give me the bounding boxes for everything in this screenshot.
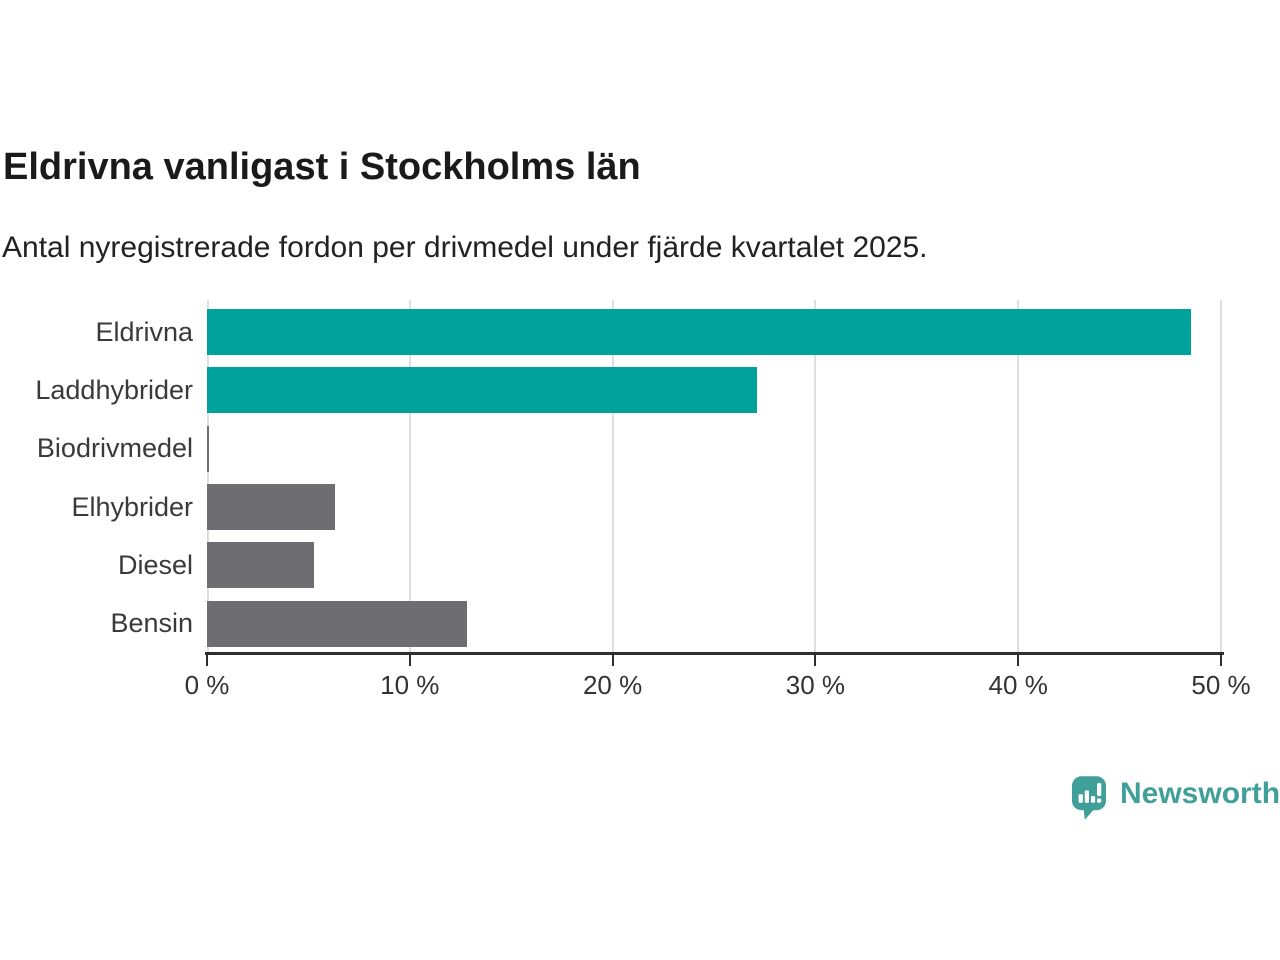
bar-row-laddhybrider: Laddhybrider <box>0 361 1221 419</box>
bar-track <box>207 542 1221 589</box>
gridline-0 <box>207 300 209 652</box>
x-tick-label-40: 40 % <box>988 670 1048 700</box>
x-tick-label-10: 10 % <box>380 670 440 700</box>
x-axis-tick-40 <box>1017 655 1020 666</box>
gridline-30 <box>814 300 817 652</box>
gridline-40 <box>1017 300 1020 652</box>
bar-row-bensin: Bensin <box>0 594 1221 652</box>
category-label-elhybrider: Elhybrider <box>71 491 193 522</box>
x-axis-tick-30 <box>814 655 817 666</box>
category-label-diesel: Diesel <box>117 549 193 580</box>
category-label-laddhybrider: Laddhybrider <box>35 374 193 405</box>
bar-laddhybrider <box>207 367 757 414</box>
bar-rows: Eldrivna Laddhybrider Biodrivmedel Elhybrid… <box>0 303 1221 653</box>
bar-track <box>207 600 1221 647</box>
bar-row-eldrivna: Eldrivna <box>0 303 1221 361</box>
x-tick-label-20: 20 % <box>582 670 643 700</box>
chart-title: Eldrivna vanligast i Stockholms län <box>3 146 641 188</box>
x-tick-label-0: 0 % <box>184 670 230 700</box>
category-label-eldrivna: Eldrivna <box>95 316 193 347</box>
bar-track <box>207 425 1221 472</box>
category-label-biodrivmedel: Biodrivmedel <box>36 433 193 464</box>
x-axis-tick-0 <box>206 655 208 666</box>
gridline-10 <box>408 300 411 652</box>
bar-row-biodrivmedel: Biodrivmedel <box>0 420 1221 478</box>
x-tick-label-30: 30 % <box>785 670 846 700</box>
gridline-50 <box>1220 300 1222 652</box>
x-axis-tick-10 <box>408 655 411 666</box>
bar-elhybrider <box>207 484 335 531</box>
category-label-bensin: Bensin <box>110 608 193 639</box>
bar-row-elhybrider: Elhybrider <box>0 478 1221 536</box>
bar-eldrivna <box>207 309 1191 356</box>
x-axis-line <box>205 652 1224 655</box>
bar-biodrivmedel <box>207 425 210 472</box>
bar-diesel <box>207 542 315 589</box>
chart-subtitle: Antal nyregistrerade fordon per drivmede… <box>2 231 928 264</box>
gridline-20 <box>611 300 614 652</box>
newsworthy-logo: Newsworthy <box>1072 776 1280 825</box>
x-axis-tick-50 <box>1220 655 1222 666</box>
bar-track <box>207 484 1221 531</box>
bar-track <box>207 367 1221 414</box>
x-axis-ticks <box>206 655 1222 667</box>
bar-row-diesel: Diesel <box>0 536 1221 594</box>
gridlines <box>207 300 1222 652</box>
x-axis-tick-labels: 0 % 10 % 20 % 30 % 40 % 50 % <box>185 670 1251 700</box>
x-axis-tick-20 <box>611 655 614 666</box>
newsworthy-logo-icon <box>1072 776 1106 825</box>
newsworthy-logo-text: Newsworthy <box>1120 777 1280 810</box>
bar-bensin <box>207 600 467 647</box>
bar-track <box>207 309 1221 356</box>
x-tick-label-50: 50 % <box>1191 670 1251 700</box>
